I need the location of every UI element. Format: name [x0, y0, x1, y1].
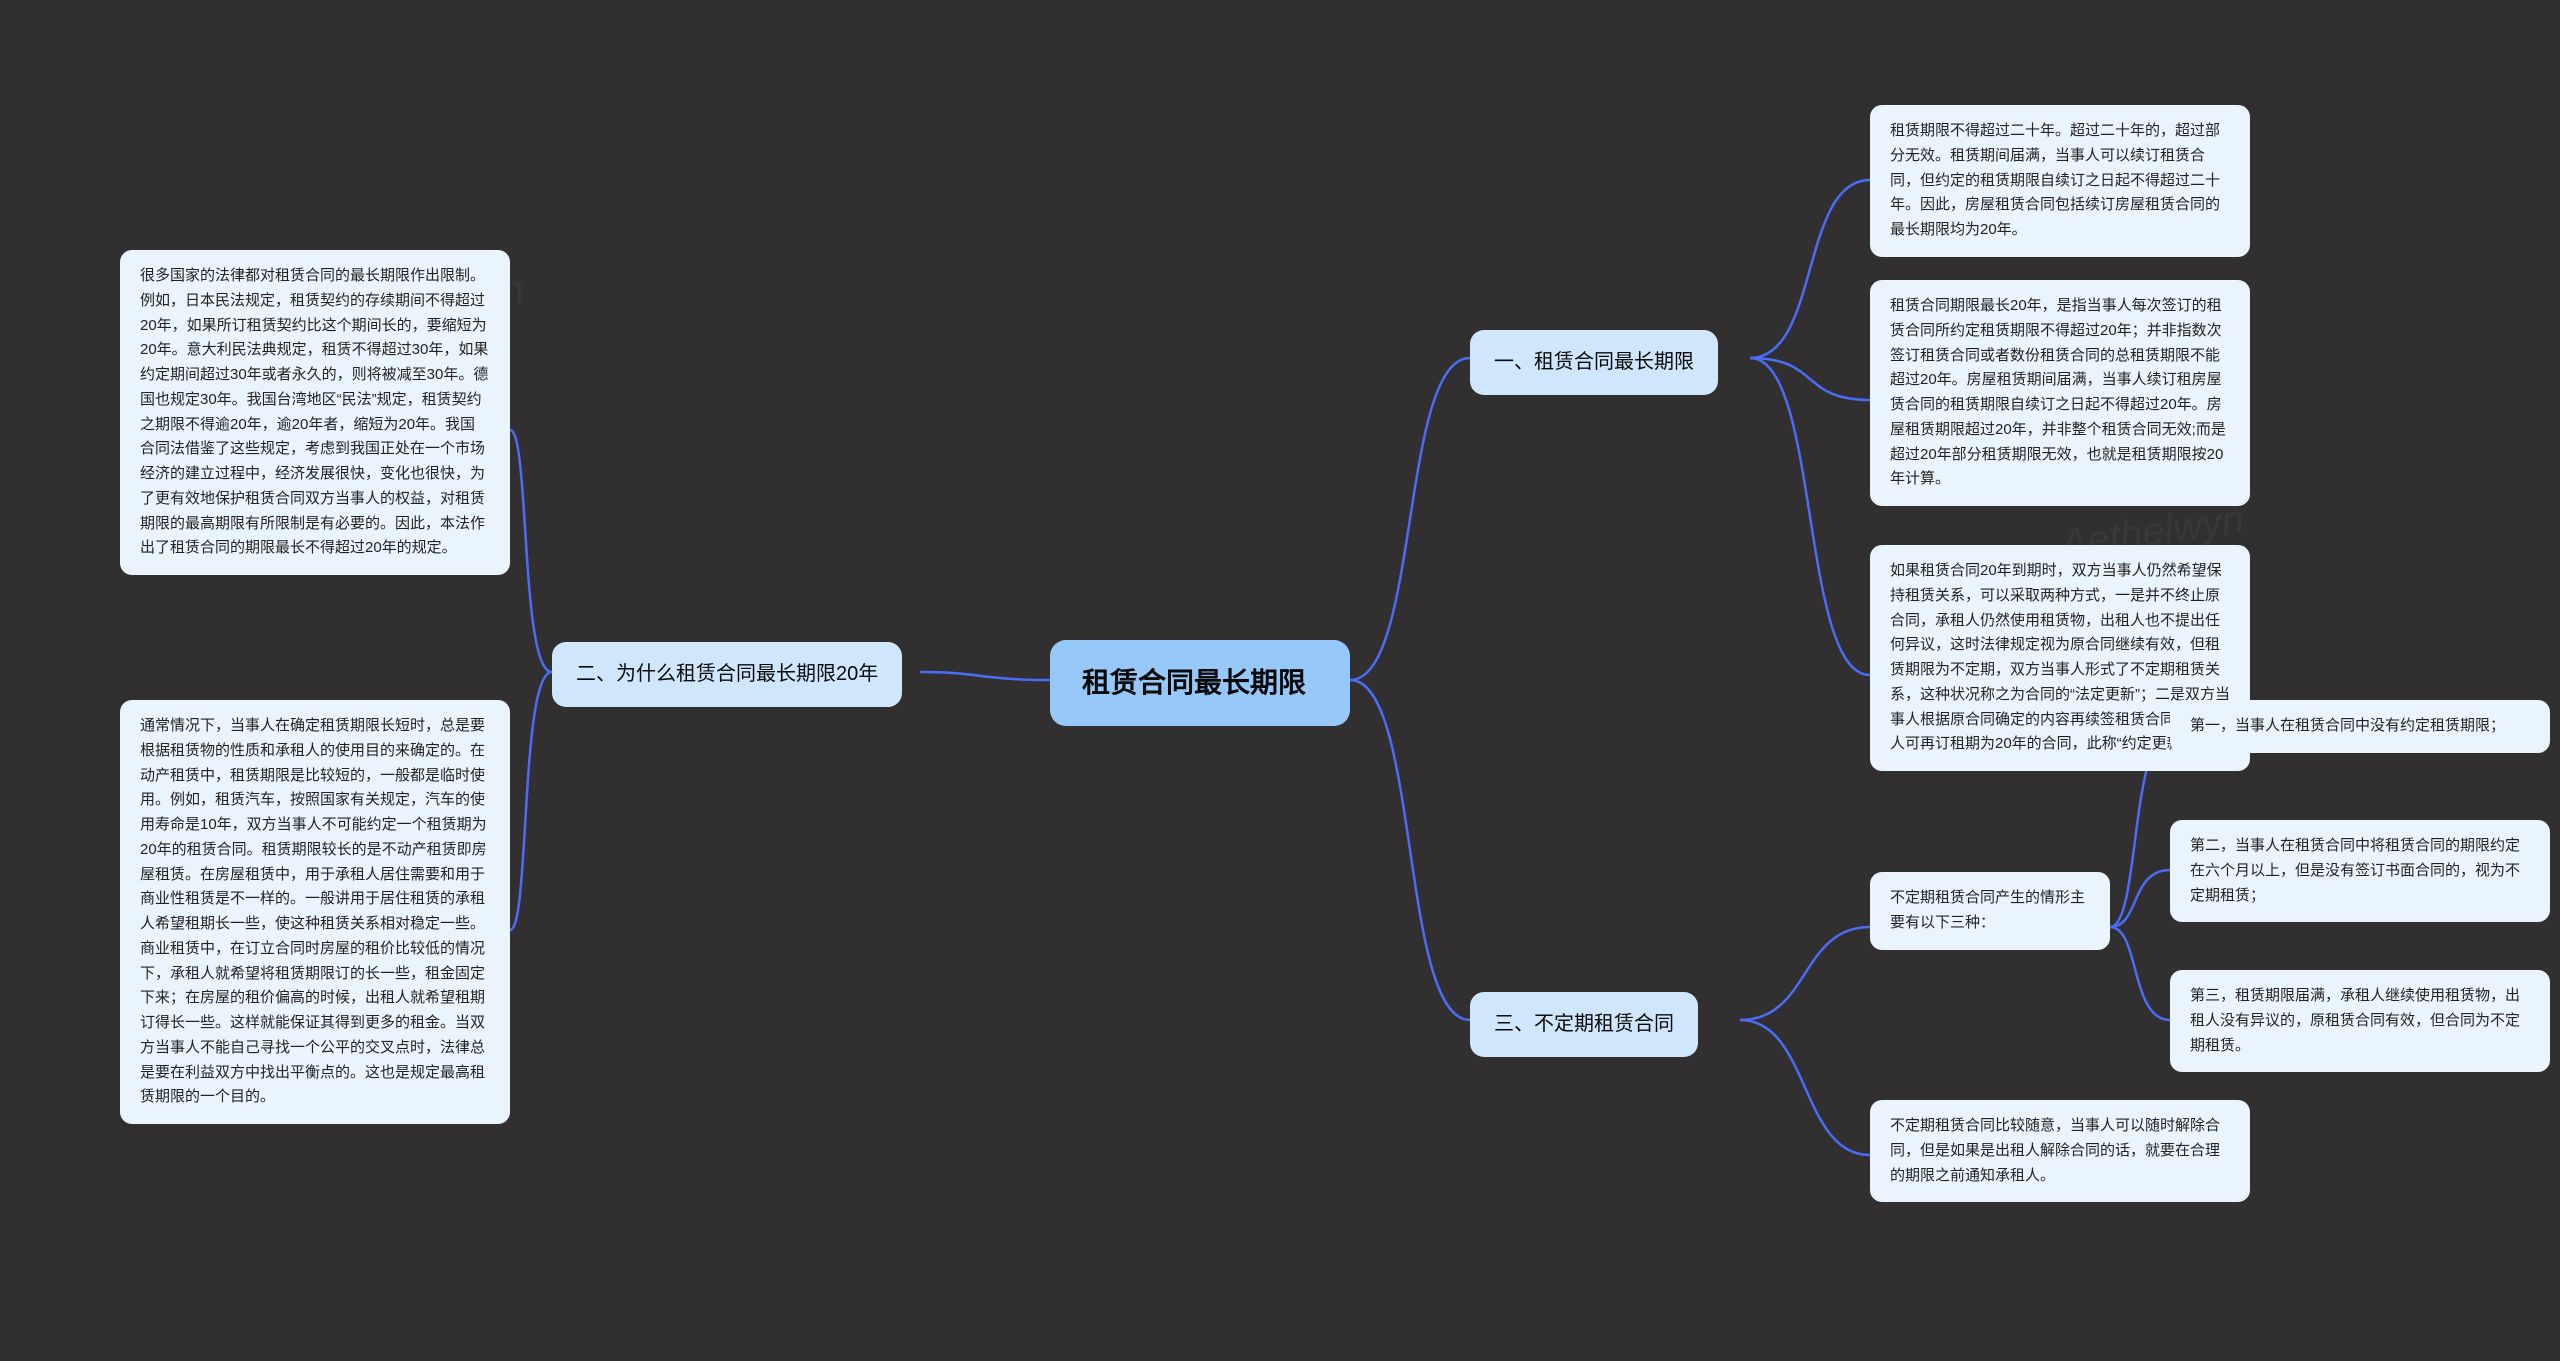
leaf-r2b[interactable]: 不定期租赁合同比较随意，当事人可以随时解除合同，但是如果是出租人解除合同的话，就…	[1870, 1100, 2250, 1202]
leaf-foreign-law[interactable]: 很多国家的法律都对租赁合同的最长期限作出限制。例如，日本民法规定，租赁契约的存续…	[120, 250, 510, 575]
leaf-r2a1[interactable]: 第一，当事人在租赁合同中没有约定租赁期限；	[2170, 700, 2550, 753]
leaf-r1b[interactable]: 租赁合同期限最长20年，是指当事人每次签订的租赁合同所约定租赁期限不得超过20年…	[1870, 280, 2250, 506]
leaf-r1a[interactable]: 租赁期限不得超过二十年。超过二十年的，超过部分无效。租赁期间届满，当事人可以续订…	[1870, 105, 2250, 257]
leaf-l1-text: 很多国家的法律都对租赁合同的最长期限作出限制。例如，日本民法规定，租赁契约的存续…	[140, 267, 488, 556]
branch-r1-label: 一、租赁合同最长期限	[1494, 351, 1694, 373]
branch-left-label: 二、为什么租赁合同最长期限20年	[576, 663, 878, 685]
root-label: 租赁合同最长期限	[1082, 667, 1306, 698]
branch-max-term[interactable]: 一、租赁合同最长期限	[1470, 330, 1718, 395]
leaf-r2a2[interactable]: 第二，当事人在租赁合同中将租赁合同的期限约定在六个月以上，但是没有签订书面合同的…	[2170, 820, 2550, 922]
leaf-r2a-text: 不定期租赁合同产生的情形主要有以下三种：	[1890, 889, 2085, 931]
leaf-usual-case[interactable]: 通常情况下，当事人在确定租赁期限长短时，总是要根据租赁物的性质和承租人的使用目的…	[120, 700, 510, 1124]
leaf-r1b-text: 租赁合同期限最长20年，是指当事人每次签订的租赁合同所约定租赁期限不得超过20年…	[1890, 297, 2226, 487]
leaf-r2a[interactable]: 不定期租赁合同产生的情形主要有以下三种：	[1870, 872, 2110, 950]
branch-indefinite-lease[interactable]: 三、不定期租赁合同	[1470, 992, 1698, 1057]
leaf-r1a-text: 租赁期限不得超过二十年。超过二十年的，超过部分无效。租赁期间届满，当事人可以续订…	[1890, 122, 2220, 238]
leaf-r2a1-text: 第一，当事人在租赁合同中没有约定租赁期限；	[2190, 717, 2505, 734]
leaf-r2b-text: 不定期租赁合同比较随意，当事人可以随时解除合同，但是如果是出租人解除合同的话，就…	[1890, 1117, 2220, 1184]
root-node[interactable]: 租赁合同最长期限	[1050, 640, 1350, 726]
branch-why-20-years[interactable]: 二、为什么租赁合同最长期限20年	[552, 642, 902, 707]
leaf-r2a3-text: 第三，租赁期限届满，承租人继续使用租赁物，出租人没有异议的，原租赁合同有效，但合…	[2190, 987, 2520, 1054]
leaf-l2-text: 通常情况下，当事人在确定租赁期限长短时，总是要根据租赁物的性质和承租人的使用目的…	[140, 717, 487, 1105]
leaf-r2a2-text: 第二，当事人在租赁合同中将租赁合同的期限约定在六个月以上，但是没有签订书面合同的…	[2190, 837, 2520, 904]
branch-r2-label: 三、不定期租赁合同	[1494, 1013, 1674, 1035]
leaf-r2a3[interactable]: 第三，租赁期限届满，承租人继续使用租赁物，出租人没有异议的，原租赁合同有效，但合…	[2170, 970, 2550, 1072]
